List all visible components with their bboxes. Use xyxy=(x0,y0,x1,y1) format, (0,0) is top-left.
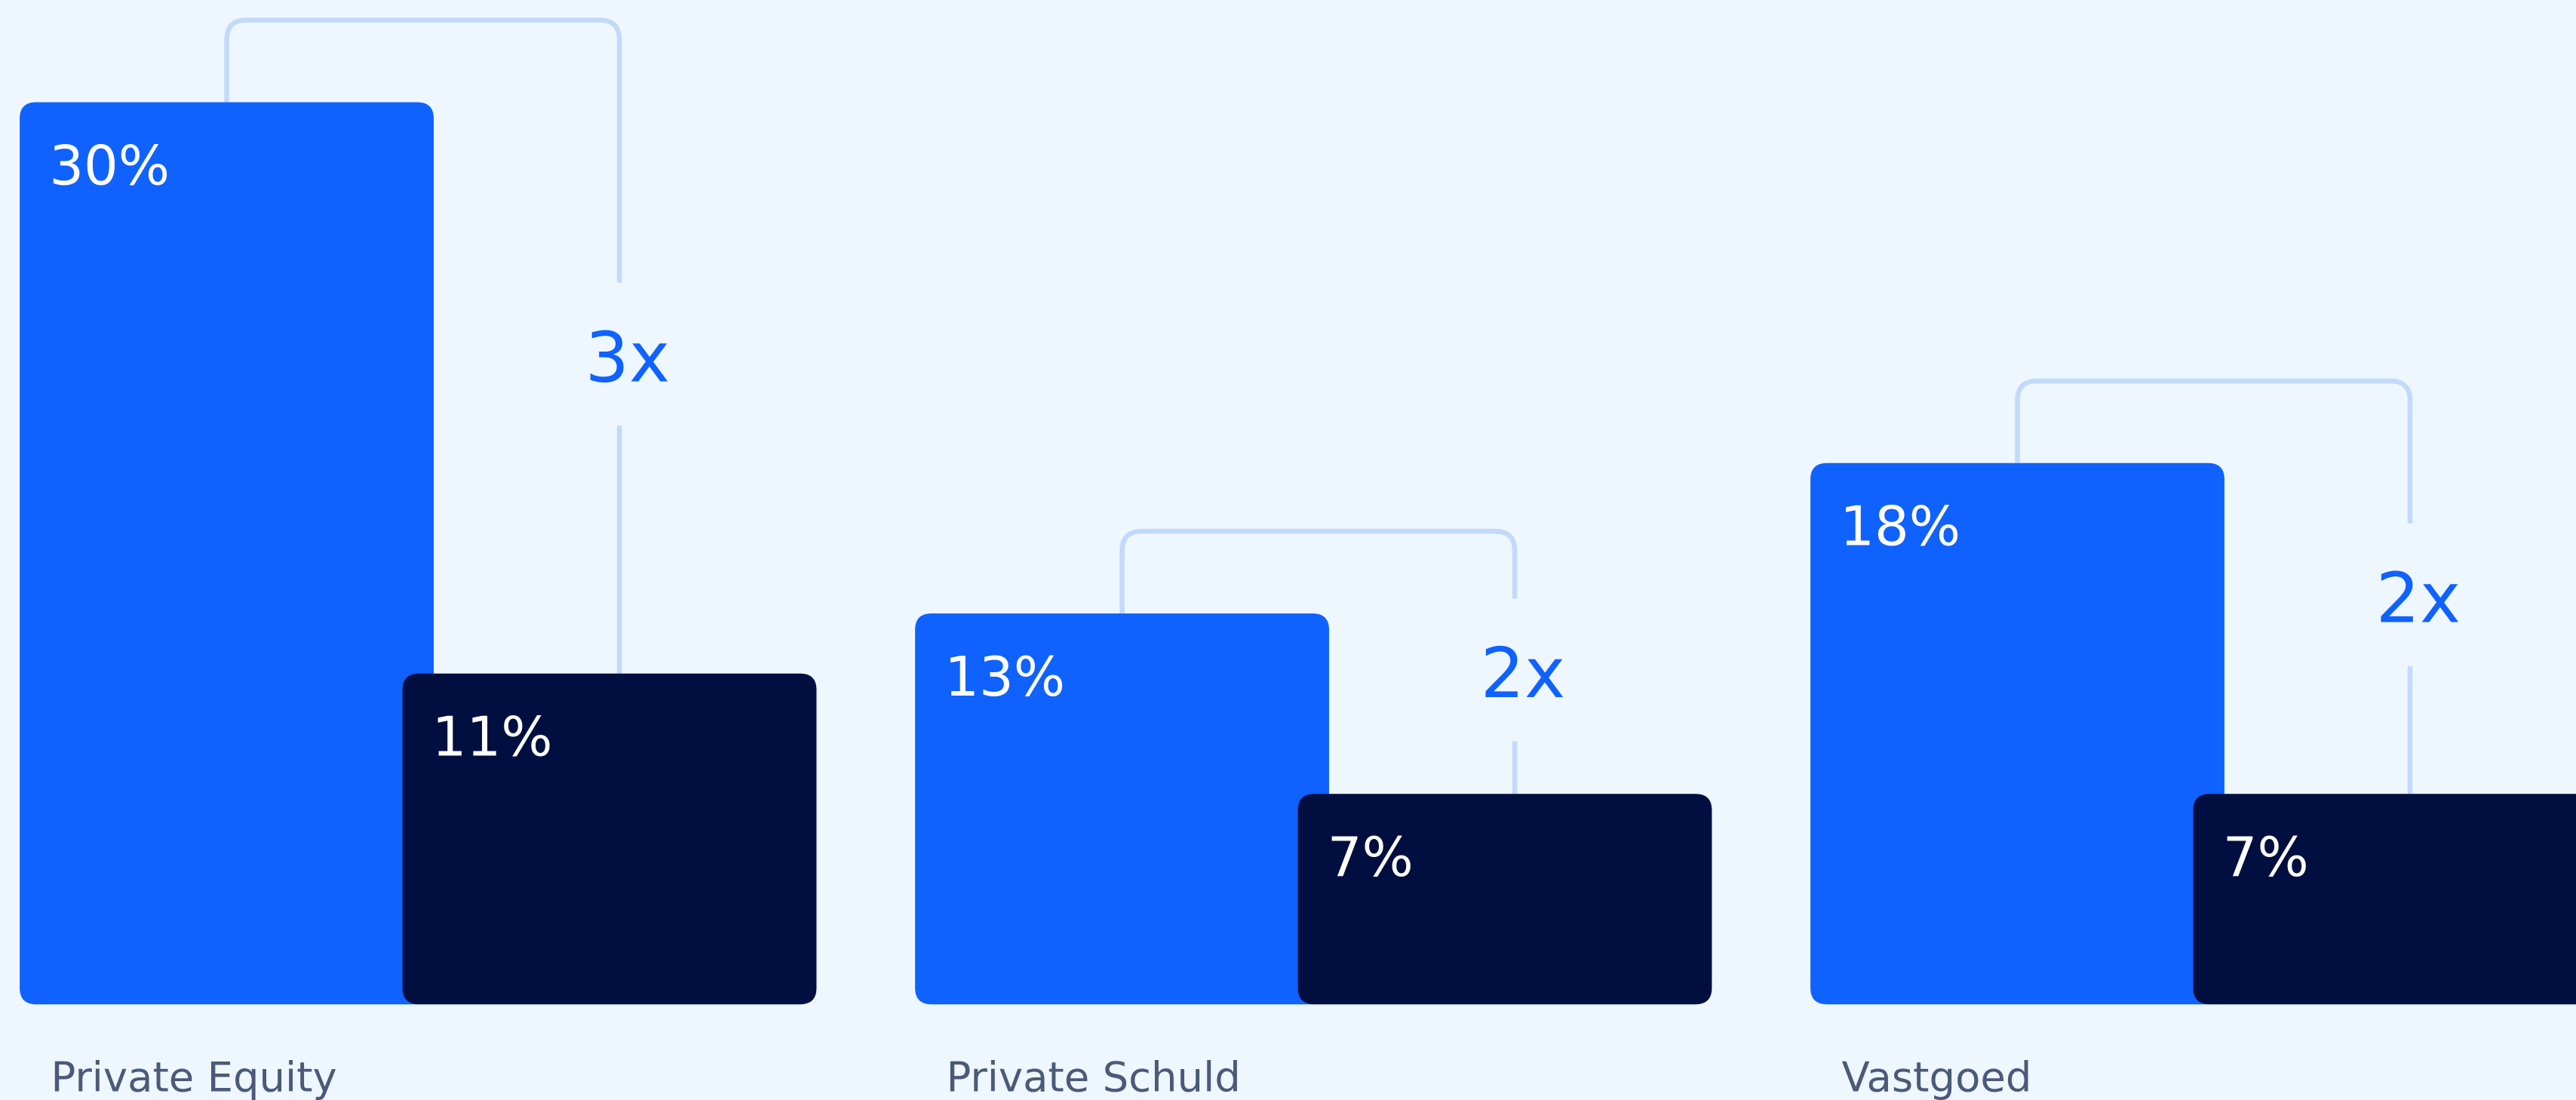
value-label: 7% xyxy=(1328,825,1414,889)
bracket xyxy=(224,17,622,283)
bar xyxy=(1810,462,2224,1005)
multiplier-label: 3x xyxy=(585,317,670,398)
bar xyxy=(20,102,434,1005)
multiplier-label: 2x xyxy=(2376,558,2461,638)
category-label: Vastgoed xyxy=(1841,1053,2031,1100)
bracket xyxy=(2015,378,2413,524)
value-label: 13% xyxy=(944,645,1065,708)
bar xyxy=(402,673,817,1005)
value-label: 30% xyxy=(49,134,170,197)
bracket xyxy=(1119,528,1518,614)
bar xyxy=(2193,794,2576,1005)
value-label: 7% xyxy=(2223,825,2309,889)
bar xyxy=(915,613,1329,1005)
value-label: 11% xyxy=(432,705,553,769)
value-label: 18% xyxy=(1840,495,1960,558)
category-label: Private Schuld xyxy=(946,1053,1240,1100)
multiplier-label: 2x xyxy=(1481,633,1565,714)
bar xyxy=(1297,794,1712,1005)
category-label: Private Equity xyxy=(51,1053,337,1100)
